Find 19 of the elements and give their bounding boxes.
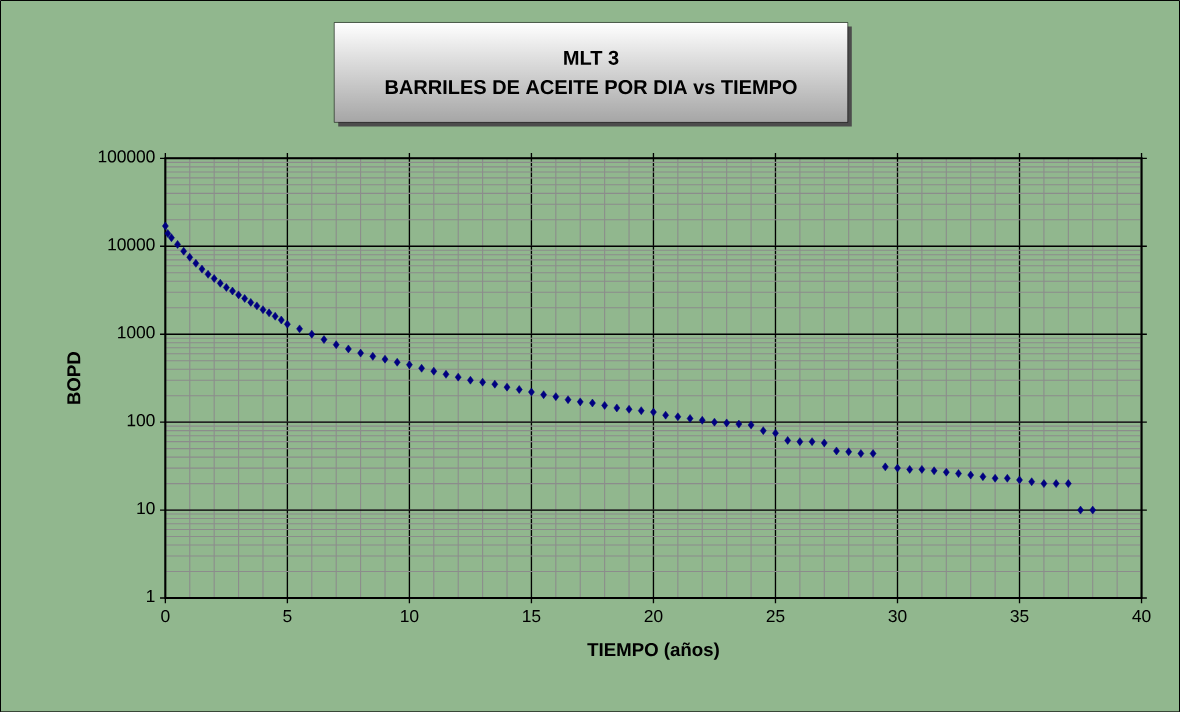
x-axis-title: TIEMPO (años): [587, 642, 719, 660]
y-tick-label: 10000: [108, 238, 155, 251]
x-tick-label: 25: [766, 609, 785, 622]
y-tick-label: 100: [127, 413, 155, 427]
x-tick-label: 35: [1010, 609, 1029, 622]
y-tick-label: 100000: [98, 150, 155, 163]
x-tick-label: 30: [888, 609, 907, 622]
y-tick-label: 10: [137, 501, 155, 515]
y-tick-label: 1: [147, 589, 155, 602]
x-tick-label: 40: [1132, 609, 1151, 622]
y-tick-label: 1000: [118, 325, 155, 339]
x-tick-label: 10: [401, 609, 419, 622]
x-tick-label: 20: [644, 609, 663, 622]
chart-title: MLT 3: [564, 50, 619, 65]
x-tick-label: 5: [283, 609, 292, 622]
chart-subtitle: BARRILES DE ACEITE POR DIA vs TIEMPO: [385, 79, 797, 94]
x-tick-label: 0: [161, 609, 170, 622]
y-axis-title: BOPD: [67, 351, 81, 404]
x-tick-label: 15: [523, 609, 541, 622]
